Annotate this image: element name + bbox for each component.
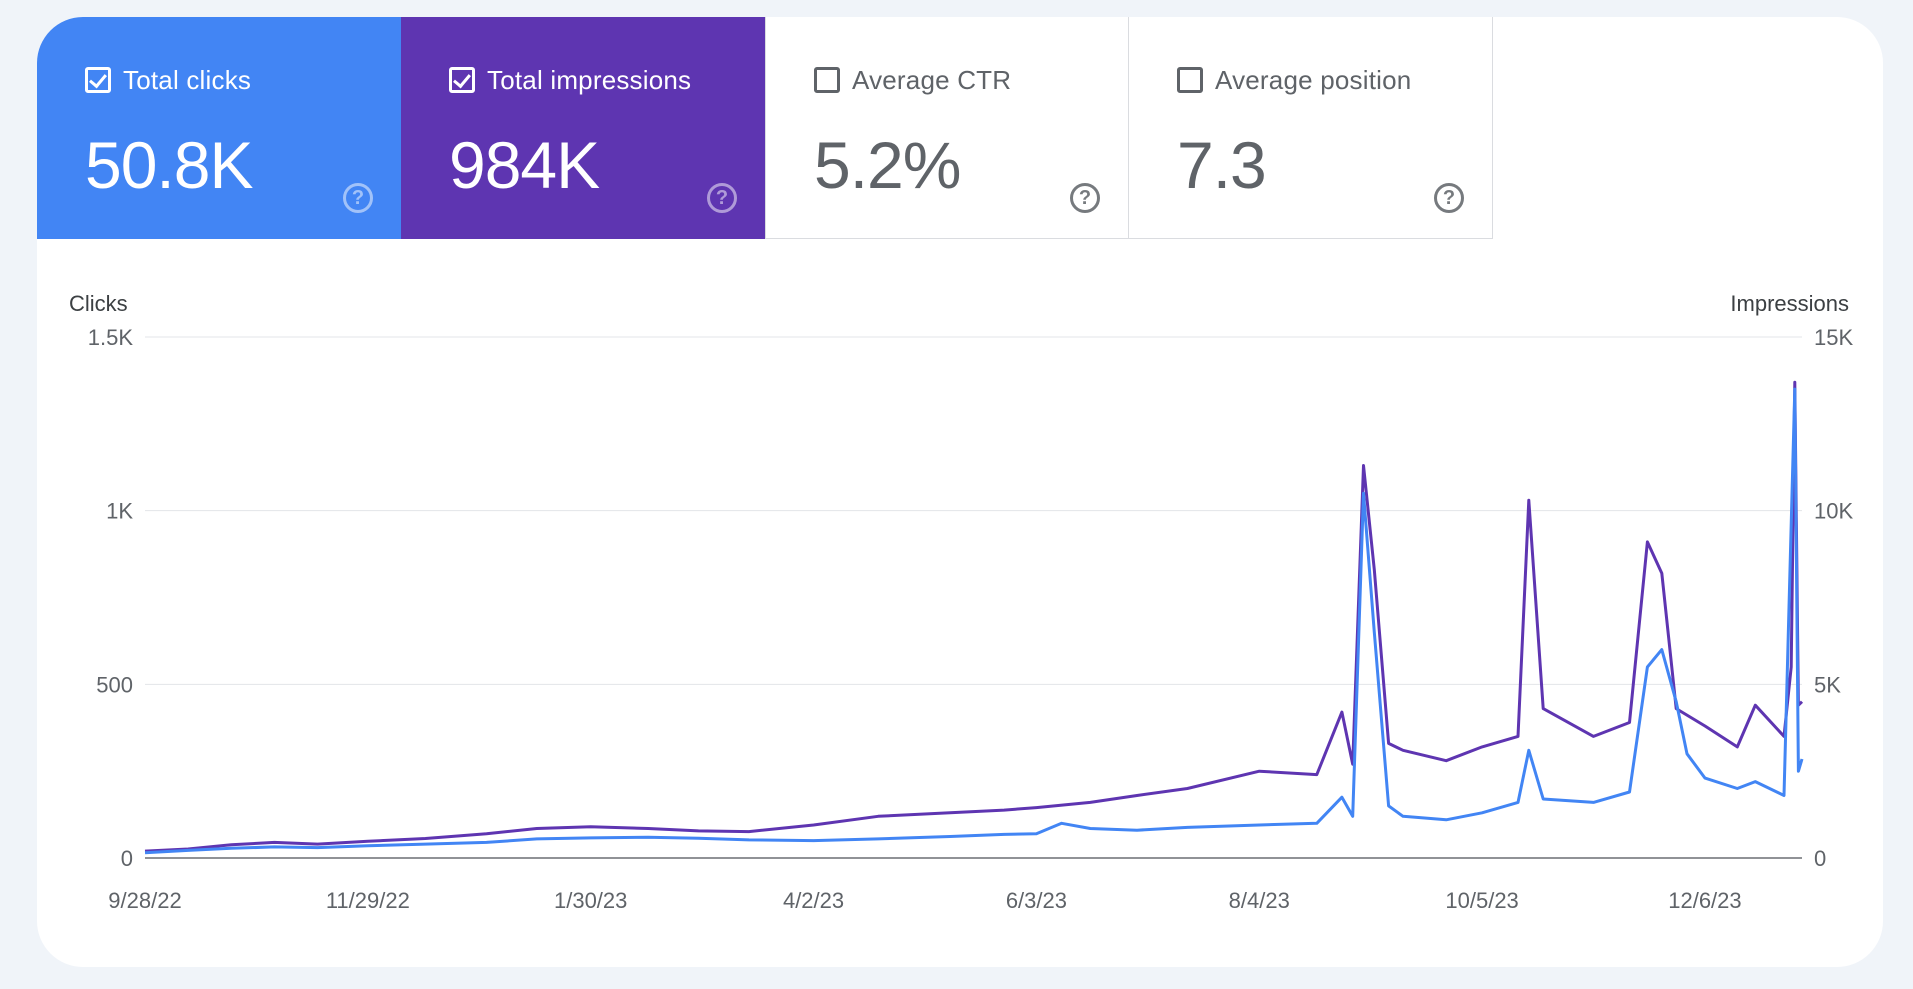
checkbox-unchecked-icon[interactable] [1177,67,1203,93]
series-line-clicks[interactable] [144,387,1804,855]
metric-label: Average CTR [852,65,1012,95]
checkbox-checked-icon[interactable] [85,67,111,93]
x-tick-label: 8/4/23 [1229,888,1290,913]
x-tick-label: 9/28/22 [108,888,181,913]
metric-label: Total clicks [123,65,252,95]
metric-tile-average-ctr[interactable]: Average CTR 5.2% ? [765,17,1129,239]
metric-label: Average position [1215,65,1412,95]
metric-tile-total-impressions[interactable]: Total impressions 984K ? [401,17,765,239]
right-tick-label: 5K [1814,672,1841,697]
x-tick-label: 10/5/23 [1445,888,1518,913]
metric-header: Total clicks [85,65,251,95]
x-tick-label: 6/3/23 [1006,888,1067,913]
left-tick-label: 0 [121,846,133,871]
right-tick-label: 10K [1814,499,1853,524]
checkbox-checked-icon[interactable] [449,67,475,93]
metric-tile-total-clicks[interactable]: Total clicks 50.8K ? [37,17,401,239]
metric-tile-average-position[interactable]: Average position 7.3 ? [1129,17,1493,239]
metric-value: 984K [449,128,600,202]
x-tick-label: 1/30/23 [554,888,627,913]
x-tick-label: 12/6/23 [1668,888,1741,913]
metric-label: Total impressions [487,65,692,95]
left-tick-label: 1K [106,499,133,524]
metric-header: Average position [1177,65,1411,95]
series-line-impressions[interactable] [144,380,1804,853]
performance-chart: Clicks Impressions 0 0 500 5K 1K 10K 1.5K 15K 9/… [69,291,1854,913]
metric-value: 50.8K [85,128,253,202]
help-icon[interactable]: ? [1434,183,1464,213]
right-axis-title: Impressions [1730,291,1849,316]
x-tick-label: 4/2/23 [783,888,844,913]
left-tick-label: 500 [96,672,133,697]
metric-value: 7.3 [1177,128,1267,202]
checkbox-unchecked-icon[interactable] [814,67,840,93]
axis-ticks: 0 0 500 5K 1K 10K 1.5K 15K 9/28/22 11/29/22 1/30/2… [88,325,1854,913]
metric-tiles: Total clicks 50.8K ? Total impressions 9… [37,17,1493,239]
right-tick-label: 15K [1814,325,1853,350]
metric-header: Average CTR [814,65,1011,95]
metric-header: Total impressions [449,65,691,95]
left-tick-label: 1.5K [88,325,134,350]
data-series [144,380,1804,855]
left-axis-title: Clicks [69,291,128,316]
help-icon[interactable]: ? [1070,183,1100,213]
help-icon[interactable]: ? [343,183,373,213]
metric-value: 5.2% [814,128,961,202]
x-tick-label: 11/29/22 [326,888,410,913]
help-icon[interactable]: ? [707,183,737,213]
right-tick-label: 0 [1814,846,1826,871]
performance-card: Total clicks 50.8K ? Total impressions 9… [37,17,1883,967]
grid-lines [145,336,1802,859]
